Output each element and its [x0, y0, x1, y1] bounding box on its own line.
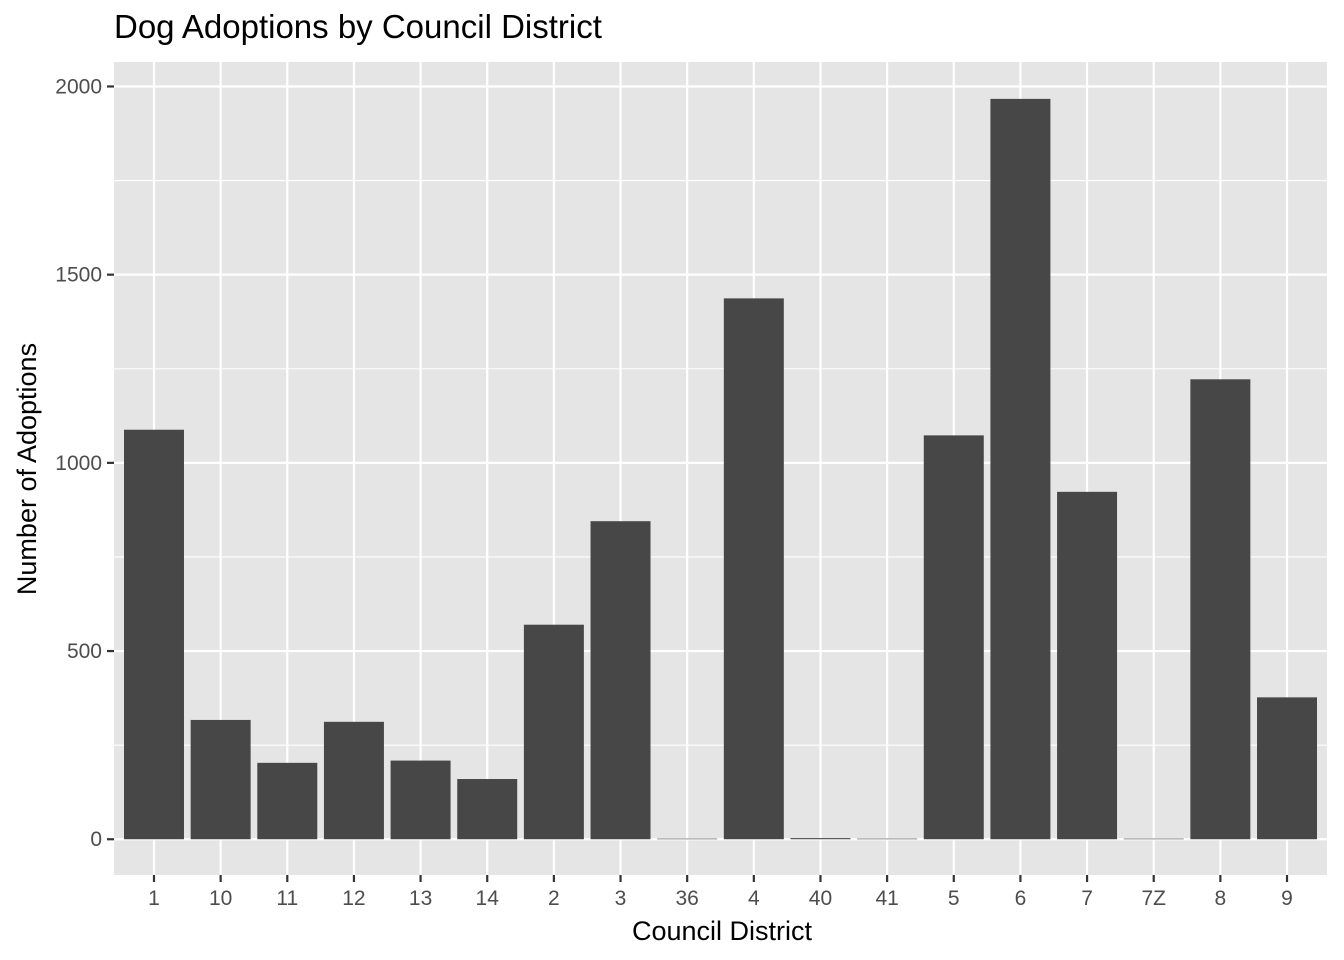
bar-1 — [123, 429, 184, 840]
x-tick-label: 10 — [209, 887, 232, 910]
x-tick-label: 2 — [548, 887, 560, 910]
x-tick-label: 7Z — [1141, 887, 1166, 910]
bar-40 — [790, 838, 851, 840]
x-axis-title: Council District — [632, 916, 813, 946]
x-tick-label: 3 — [615, 887, 627, 910]
x-tick-label: 4 — [748, 887, 760, 910]
y-tick-label: 1000 — [55, 452, 102, 475]
x-tick-label: 9 — [1281, 887, 1293, 910]
y-tick-label: 2000 — [55, 75, 102, 98]
bar-7 — [1057, 491, 1118, 840]
bar-4 — [723, 298, 784, 840]
x-axis: 1 10 11 12 13 14 2 3 36 4 40 41 5 6 7 7Z 8 9 — [148, 875, 1293, 910]
bar-12 — [323, 721, 384, 840]
y-axis-title: Number of Adoptions — [12, 343, 42, 595]
chart-title: Dog Adoptions by Council District — [114, 8, 602, 45]
bar-6 — [990, 98, 1051, 840]
x-tick-label: 8 — [1215, 887, 1227, 910]
y-tick-label: 1500 — [55, 264, 102, 287]
x-tick-label: 41 — [875, 887, 898, 910]
bar-8 — [1190, 379, 1251, 840]
y-tick-label: 0 — [90, 828, 102, 851]
bar-11 — [257, 762, 318, 840]
bar-13 — [390, 760, 451, 840]
bar-3 — [590, 521, 651, 840]
bar-5 — [923, 435, 984, 840]
x-tick-label: 40 — [809, 887, 832, 910]
plot-panel — [114, 62, 1327, 875]
bar-2 — [523, 624, 584, 840]
bar-41 — [857, 838, 918, 840]
x-tick-label: 7 — [1081, 887, 1093, 910]
x-tick-label: 13 — [409, 887, 432, 910]
x-tick-label: 11 — [276, 887, 298, 910]
x-tick-label: 1 — [148, 887, 160, 910]
y-axis: 0 500 1000 1500 2000 — [55, 75, 114, 851]
bar-10 — [190, 719, 251, 840]
x-tick-label: 6 — [1015, 887, 1027, 910]
x-tick-label: 14 — [476, 887, 500, 910]
gridlines-minor — [114, 180, 1327, 746]
x-tick-label: 36 — [675, 887, 698, 910]
x-tick-label: 12 — [342, 887, 365, 910]
bar-14 — [457, 779, 518, 840]
bar-9 — [1257, 697, 1318, 840]
y-tick-label: 500 — [67, 640, 102, 663]
bar-36 — [657, 838, 718, 840]
bars — [123, 98, 1318, 840]
x-tick-label: 5 — [948, 887, 960, 910]
bar-7Z — [1123, 838, 1184, 840]
